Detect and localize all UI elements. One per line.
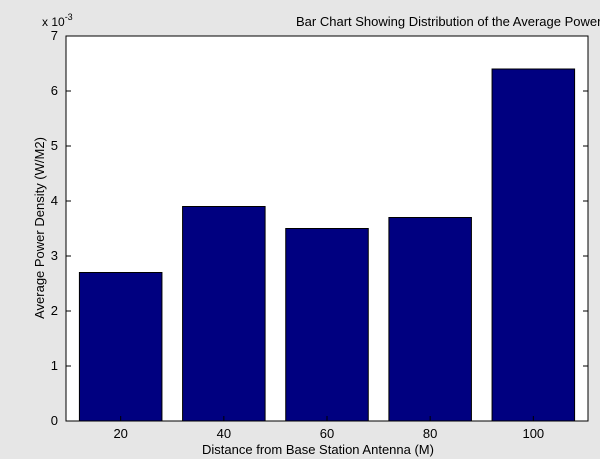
y-tick-label: 4: [51, 193, 58, 208]
x-axis-ticks: 20 40 60 80 100: [113, 416, 544, 441]
y-multiplier-base: x 10: [42, 15, 65, 29]
x-tick-label: 100: [522, 426, 544, 441]
y-tick-label: 6: [51, 83, 58, 98]
y-tick-label: 1: [51, 358, 58, 373]
bars-group: [78, 68, 576, 422]
y-axis-ticks: 0 1 2 3 4 5 6 7: [51, 28, 588, 428]
y-axis-label: Average Power Density (W/M2): [32, 137, 47, 319]
x-tick-label: 80: [423, 426, 437, 441]
y-tick-label: 3: [51, 248, 58, 263]
y-tick-label: 5: [51, 138, 58, 153]
y-tick-label: 2: [51, 303, 58, 318]
y-multiplier-label: x 10-3: [42, 12, 73, 29]
x-tick-label: 20: [113, 426, 127, 441]
bar-60: [285, 228, 369, 422]
bar-20: [78, 272, 163, 422]
bar-100: [491, 68, 576, 422]
y-multiplier-exponent: -3: [65, 12, 73, 22]
bar-80: [388, 217, 472, 422]
x-tick-label: 60: [320, 426, 334, 441]
y-tick-label: 7: [51, 28, 58, 43]
x-axis-label: Distance from Base Station Antenna (M): [202, 442, 434, 457]
chart-title: Bar Chart Showing Distribution of the Av…: [296, 14, 600, 29]
x-tick-label: 40: [217, 426, 231, 441]
bar-40: [182, 206, 266, 422]
y-tick-label: 0: [51, 413, 58, 428]
